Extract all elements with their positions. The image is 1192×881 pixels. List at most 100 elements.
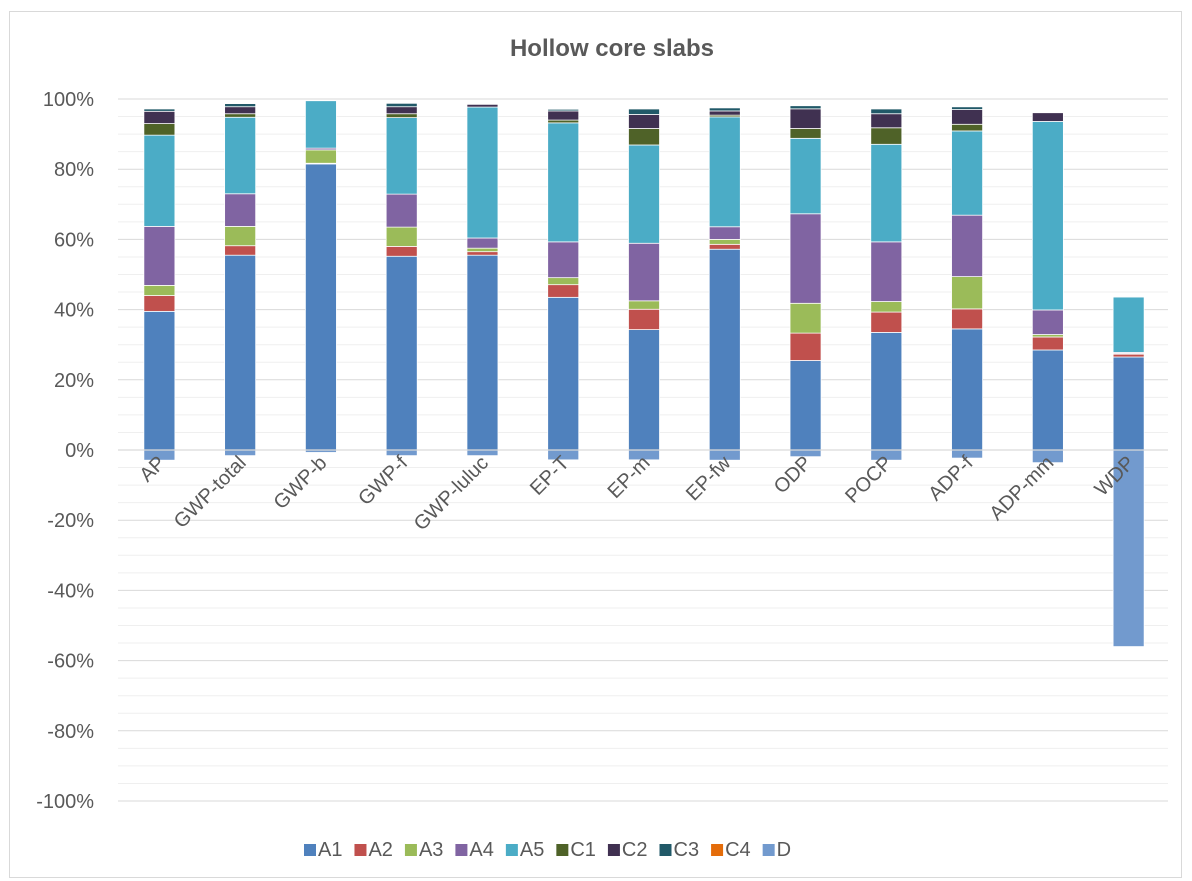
bar-segment-a5-pocp: [870, 143, 903, 243]
legend-swatch: [304, 844, 316, 856]
bar-segment-a4-gwp-total: [224, 193, 257, 227]
y-tick-label: 60%: [54, 229, 94, 251]
legend-item-c2: C2: [607, 839, 648, 861]
bar-segment-a4-ep-fw: [708, 226, 741, 240]
y-tick-label: -40%: [47, 580, 94, 602]
chart-title: Hollow core slabs: [510, 35, 714, 62]
bar-segment-a4-pocp: [870, 241, 903, 302]
bar-segment-a5-gwp-total: [224, 116, 257, 195]
legend-label: C1: [570, 839, 596, 861]
legend-swatch: [711, 844, 724, 856]
legend-item-a2: A2: [354, 839, 393, 861]
bar-segment-a5-gwp-luluc: [466, 106, 499, 239]
bar-segment-c2-gwp-total: [224, 106, 257, 115]
bar-segment-c1-gwp-f: [385, 113, 418, 118]
legend-item-a3: A3: [404, 839, 443, 861]
bar-segment-a4-adp-f: [951, 214, 983, 277]
bar-segment-a1-ep-fw: [708, 248, 741, 451]
bar-stacks: [143, 100, 1145, 647]
legend-label: D: [777, 839, 791, 861]
bar-segment-a1-ep-m: [628, 329, 660, 451]
bar-segment-a1-adp-mm: [1031, 349, 1064, 451]
bar-segment-a2-gwp-luluc: [466, 251, 499, 256]
legend-swatch: [404, 844, 417, 856]
bar-segment-a5-gwp-f: [385, 117, 418, 195]
x-category-label: GWP-b: [270, 452, 332, 514]
bar-segment-a1-ep-t: [547, 296, 580, 451]
bar-segment-a3-pocp: [870, 301, 903, 313]
bar-segment-a5-odp: [789, 137, 822, 215]
bar-segment-a1-gwp-f: [385, 255, 418, 451]
y-tick-label: -60%: [47, 651, 94, 673]
bar-segment-a2-gwp-f: [385, 246, 418, 257]
bar-segment-a5-wdp: [1112, 296, 1145, 353]
bar-segment-a3-gwp-total: [224, 226, 257, 247]
bar-segment-d-gwp-luluc: [466, 449, 499, 456]
y-tick-label: -100%: [36, 791, 94, 813]
y-tick-label: -80%: [47, 721, 94, 743]
bar-segment-a5-ap: [143, 134, 176, 227]
bar-segment-c3-ep-m: [628, 108, 660, 115]
legend-item-d: D: [762, 839, 791, 861]
legend-swatch: [455, 844, 468, 856]
bar-segment-c3-pocp: [870, 108, 903, 115]
bar-segment-a2-adp-f: [951, 308, 983, 330]
bar-segment-c1-gwp-total: [224, 113, 257, 118]
legend-label: A4: [469, 839, 493, 861]
legend-label: C2: [622, 839, 648, 861]
bar-segment-a3-odp: [789, 302, 822, 334]
bar-segment-d-odp: [789, 449, 822, 458]
bar-segment-c3-ep-fw: [708, 107, 741, 112]
bar-segment-a1-adp-f: [951, 328, 983, 451]
bar-segment-a5-adp-f: [951, 130, 983, 216]
bar-segment-a2-pocp: [870, 311, 903, 333]
bar-segment-a5-ep-t: [547, 122, 580, 243]
legend-label: A2: [368, 839, 392, 861]
bar-segment-c2-adp-mm: [1031, 112, 1064, 122]
bar-segment-c2-adp-f: [951, 109, 983, 125]
bar-segment-a2-ap: [143, 295, 176, 312]
legend-label: A3: [419, 839, 443, 861]
legend-label: A5: [520, 839, 544, 861]
y-tick-label: 20%: [54, 370, 94, 392]
y-tick-label: 40%: [54, 300, 94, 322]
bar-segment-a1-gwp-luluc: [466, 254, 499, 451]
bar-segment-a2-ep-t: [547, 284, 580, 298]
legend-swatch: [659, 844, 672, 856]
y-tick-label: -20%: [47, 510, 94, 532]
legend-swatch: [762, 844, 775, 856]
bar-segment-d-gwp-total: [224, 449, 257, 456]
bar-segment-a3-gwp-luluc: [466, 247, 499, 253]
x-category-label: ADP-mm: [985, 452, 1058, 525]
bar-segment-a2-odp: [789, 332, 822, 361]
bar-segment-c2-ep-fw: [708, 110, 741, 116]
bar-segment-a4-ep-t: [547, 241, 580, 279]
x-category-label: GWP-luluc: [410, 452, 493, 535]
bar-segment-a3-ep-m: [628, 300, 660, 310]
legend-swatch: [505, 844, 518, 856]
bar-segment-a5-adp-mm: [1031, 121, 1064, 311]
bar-segment-c2-odp: [789, 108, 822, 129]
x-category-label: ADP-f: [924, 452, 978, 506]
bar-segment-a4-gwp-f: [385, 193, 418, 228]
bar-segment-a4-ep-m: [628, 242, 660, 302]
bar-segment-a1-wdp: [1112, 356, 1145, 451]
bar-segment-a4-odp: [789, 213, 822, 304]
bar-segment-c2-gwp-luluc: [466, 103, 499, 108]
bar-segment-a2-ep-m: [628, 308, 660, 330]
bar-segment-a3-gwp-f: [385, 226, 418, 247]
bar-segment-a4-ap: [143, 226, 176, 286]
bar-segment-a5-ep-fw: [708, 116, 741, 228]
bar-segment-a1-gwp-total: [224, 254, 257, 451]
bar-segment-a1-odp: [789, 360, 822, 451]
bar-segment-a2-ep-fw: [708, 243, 741, 250]
legend-swatch: [354, 844, 367, 856]
bar-segment-a5-gwp-b: [305, 100, 337, 149]
x-category-label: POCP: [841, 452, 897, 508]
bar-segment-c3-gwp-total: [224, 103, 257, 108]
legend-label: C3: [674, 839, 700, 861]
bar-segment-a1-pocp: [870, 332, 903, 451]
legend-item-c3: C3: [659, 839, 700, 861]
bar-segment-c1-odp: [789, 128, 822, 139]
bar-segment-c2-pocp: [870, 113, 903, 129]
